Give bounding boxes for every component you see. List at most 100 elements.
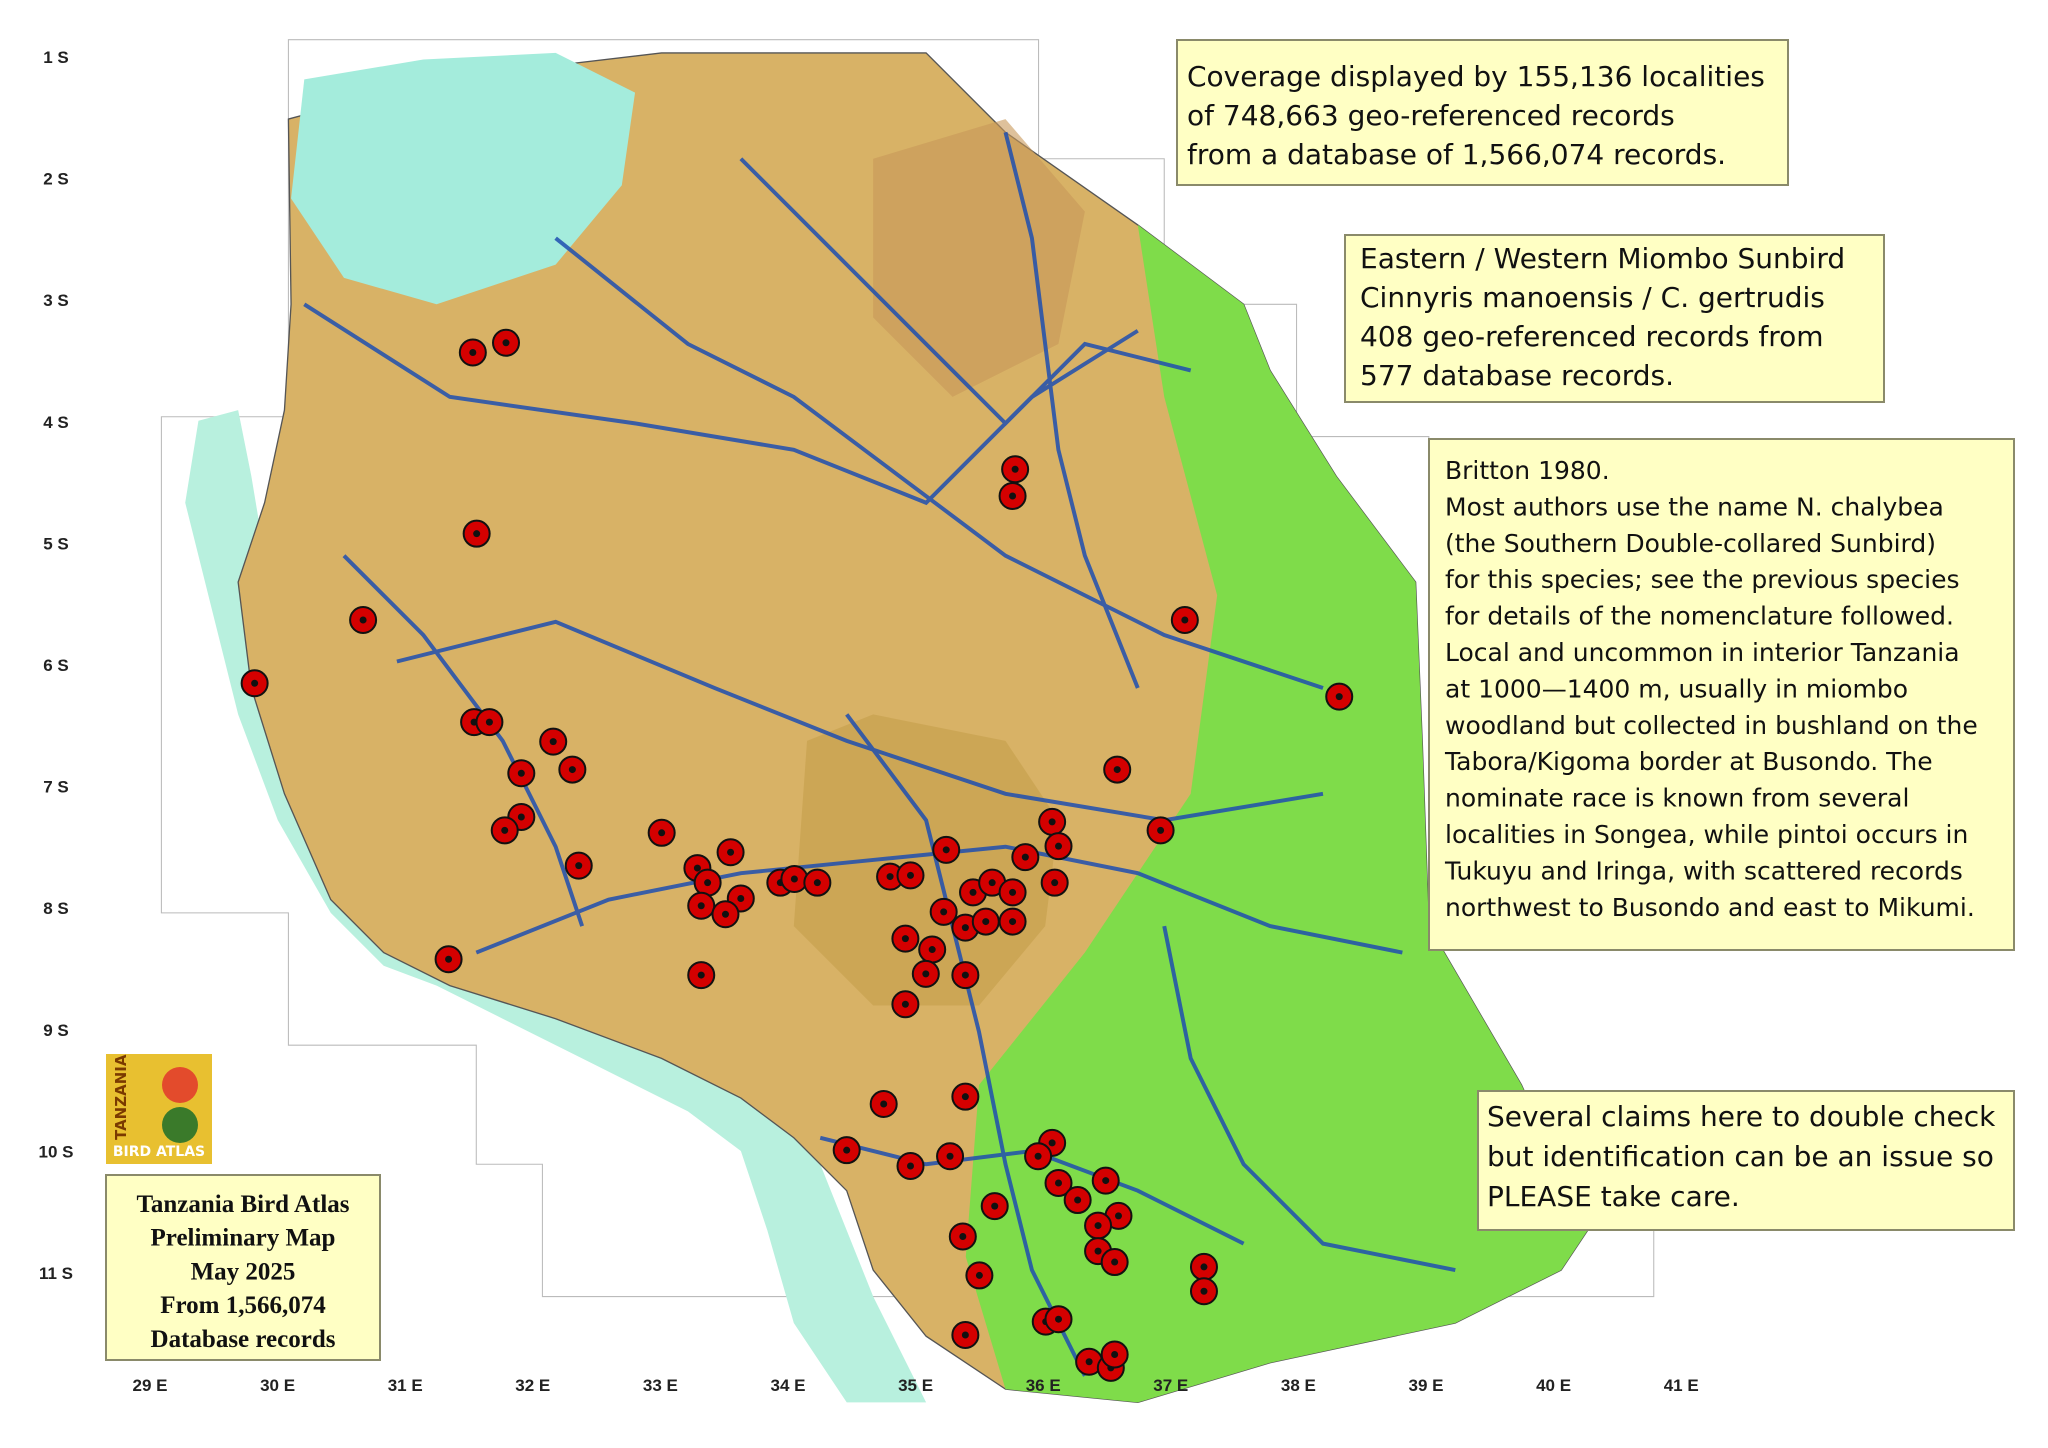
text-line: Eastern / Western Miombo Sunbird [1360,242,1845,275]
record-marker [936,1142,965,1171]
marker-center [1048,1139,1056,1147]
lat-tick-label: 9 S [43,1021,69,1040]
record-marker [434,945,463,974]
marker-center [982,918,990,926]
lon-tick-label: 32 E [515,1376,550,1395]
record-marker [951,1321,980,1350]
lat-tick-label: 10 S [39,1142,74,1161]
marker-center [737,894,745,902]
record-marker [558,755,587,784]
record-marker [951,1082,980,1111]
text-box [1176,39,1789,186]
record-marker [965,1261,994,1290]
marker-center [1111,1258,1119,1266]
record-marker [1038,807,1067,836]
text-line: of 748,663 geo-referenced records [1187,99,1675,132]
text-line: From 1,566,074 [160,1292,326,1319]
marker-center [485,718,493,726]
record-marker [716,838,745,867]
record-marker [349,606,378,635]
text-line: northwest to Busondo and east to Mikumi. [1445,893,1975,922]
marker-center [1011,465,1019,473]
text-line: Coverage displayed by 155,136 localities [1187,60,1765,93]
text-line: Tabora/Kigoma border at Busondo. The [1444,747,1933,776]
record-marker [1146,816,1175,845]
record-marker [1024,1142,1053,1171]
lon-tick-label: 38 E [1281,1376,1316,1395]
record-marker [1040,868,1069,897]
record-marker [948,1222,977,1251]
marker-center [1009,918,1017,926]
marker-center [549,738,557,746]
record-marker [1325,682,1354,711]
record-marker [891,924,920,953]
marker-center [1113,766,1121,774]
marker-center [1094,1222,1102,1230]
marker-center [251,679,259,687]
marker-center [969,888,977,896]
marker-center [1048,818,1056,826]
record-marker [647,818,676,847]
record-marker [869,1089,898,1118]
lon-tick-label: 31 E [388,1376,423,1395]
record-marker [1103,755,1132,784]
marker-center [975,1271,983,1279]
marker-center [502,339,510,347]
marker-center [922,970,930,978]
record-marker [1189,1277,1218,1306]
text-line: Preliminary Map [151,1225,336,1252]
marker-center [1200,1287,1208,1295]
logo: TANZANIA BIRD ATLAS [106,1054,212,1164]
lake-tanganyika [185,410,927,1403]
lat-tick-label: 8 S [43,899,69,918]
marker-center [901,1000,909,1008]
record-marker [1011,843,1040,872]
marker-center [1055,1315,1063,1323]
text-line: woodland but collected in bushland on th… [1445,711,1978,740]
text-line: at 1000—1400 m, usually in miombo [1445,674,1908,703]
marker-center [961,1093,969,1101]
record-marker [980,1192,1009,1221]
record-marker [1063,1186,1092,1215]
marker-center [1200,1263,1208,1271]
marker-center [1335,693,1343,701]
text-line: Database records [151,1326,336,1353]
record-marker [1100,1248,1129,1277]
marker-center [991,1202,999,1210]
notes-box: Britton 1980. Most authors use the name N… [1428,438,2015,951]
marker-center [693,864,701,872]
record-marker [1091,1166,1120,1195]
marker-center [1074,1196,1082,1204]
text-line: Several claims here to double check [1487,1100,1996,1133]
text-line: for this species; see the previous speci… [1445,565,1960,594]
logo-bird [162,1107,198,1143]
record-marker [492,328,521,357]
marker-center [961,1331,969,1339]
marker-center [517,813,525,821]
marker-center [697,971,705,979]
species-box: Eastern / Western Miombo Sunbird Cinnyris… [1344,234,1885,403]
record-marker [780,865,809,894]
marker-center [704,879,712,887]
marker-center [942,846,950,854]
text-line: Local and uncommon in interior Tanzania [1445,638,1960,667]
lon-tick-label: 29 E [133,1376,168,1395]
text-box [1428,438,2015,951]
record-marker [932,835,961,864]
marker-center [501,826,509,834]
record-marker [929,897,958,926]
marker-center [517,769,525,777]
lat-tick-label: 7 S [43,778,69,797]
lat-tick-label: 5 S [43,534,69,553]
marker-center [1055,842,1063,850]
marker-center [1157,826,1165,834]
record-marker [475,708,504,737]
marker-center [1009,492,1017,500]
marker-center [1085,1358,1093,1366]
marker-center [1021,853,1029,861]
coverage-box: Coverage displayed by 155,136 localities… [1176,39,1789,186]
record-marker [1001,455,1030,484]
text-line: but identification can be an issue so [1487,1140,1994,1173]
marker-center [886,873,894,881]
